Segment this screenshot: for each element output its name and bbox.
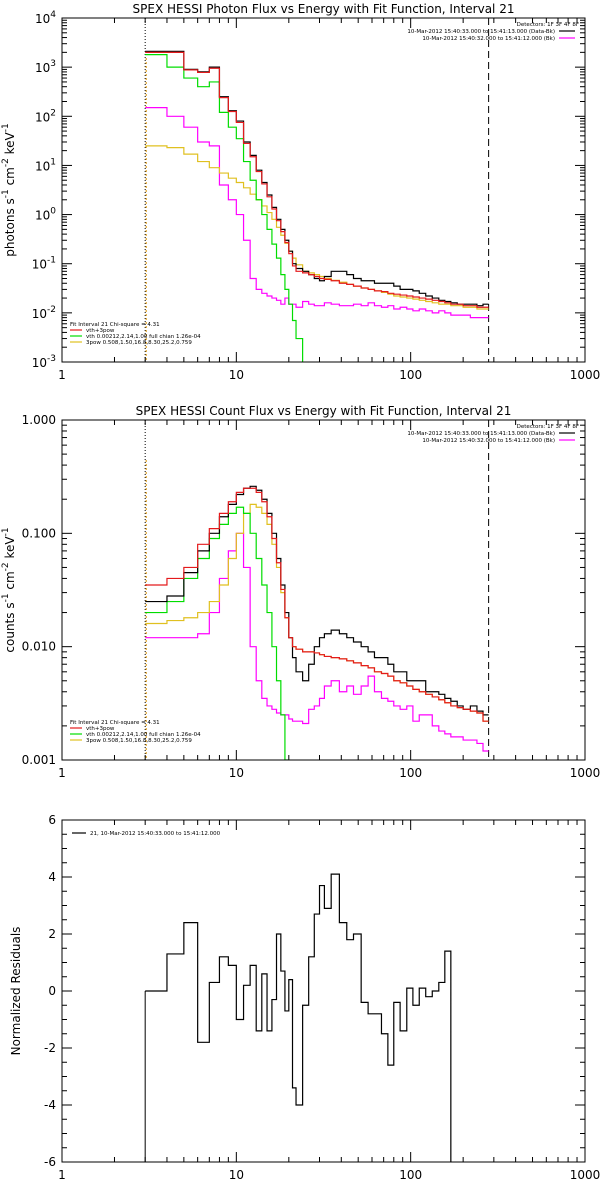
y-axis-label: photons s-1 cm-2 keV-1 bbox=[1, 123, 17, 257]
y-tick-exponent: 2 bbox=[50, 108, 56, 118]
y-axis-label-unit: keV bbox=[3, 131, 17, 158]
series-1-line bbox=[145, 51, 489, 308]
y-tick-exponent: -3 bbox=[47, 354, 56, 364]
fit-legend-entry: vth+3pow bbox=[86, 726, 115, 732]
y-axis-label-unit: cm bbox=[3, 167, 17, 189]
chart-title: SPEX HESSI Count Flux vs Energy with Fit… bbox=[136, 404, 512, 418]
legend-interval: 10-Mar-2012 15:40:33.000 to 15:41:13.000… bbox=[407, 29, 555, 35]
y-axis-label-exponent: -2 bbox=[1, 562, 11, 571]
y-tick-label: -2 bbox=[44, 1041, 56, 1055]
y-tick-label: 0.001 bbox=[22, 753, 56, 767]
y-axis-label-exponent: -1 bbox=[1, 593, 11, 602]
y-axis-label-exponent: -2 bbox=[1, 158, 11, 167]
x-tick-label: 1000 bbox=[570, 368, 600, 382]
y-tick-exponent: 4 bbox=[50, 10, 56, 20]
y-tick-label: 4 bbox=[48, 870, 56, 884]
plot-frame bbox=[61, 819, 586, 1163]
x-tick-label: 10 bbox=[229, 368, 244, 382]
y-tick-label: -6 bbox=[44, 1155, 56, 1169]
y-tick-label: 103 bbox=[35, 59, 56, 75]
y-tick-label: 10-1 bbox=[32, 256, 56, 272]
fit-legend-entry: vth+3pow bbox=[86, 328, 115, 334]
y-tick-base: 10 bbox=[32, 356, 47, 370]
y-tick-base: 10 bbox=[35, 110, 50, 124]
y-tick-base: 10 bbox=[32, 307, 47, 321]
series-4-line bbox=[145, 532, 489, 752]
series-0-line bbox=[145, 485, 489, 716]
y-tick-base: 10 bbox=[35, 12, 50, 26]
legend-entry: 21, 10-Mar-2012 15:40:33.000 to 15:41:12… bbox=[90, 831, 221, 837]
legend-interval: 10-Mar-2012 15:40:32.000 to 15:41:12.000… bbox=[422, 438, 555, 444]
x-tick-label: 10 bbox=[229, 1168, 244, 1182]
series-2-line bbox=[145, 506, 290, 760]
y-axis-label: Normalized Residuals bbox=[9, 927, 23, 1056]
y-tick-label: 101 bbox=[35, 157, 56, 173]
series-3-line bbox=[145, 145, 489, 310]
y-tick-base: 10 bbox=[35, 61, 50, 75]
y-tick-label: 0 bbox=[48, 984, 56, 998]
x-tick-label: 1000 bbox=[570, 766, 600, 780]
fit-legend-entry: 3pow 0.508,1.50,16.8,8.30,25.2,0.759 bbox=[86, 738, 192, 744]
fit-legend-title: Fit Interval 21 Chi-square = 4.31 bbox=[70, 720, 160, 726]
panel-2: 1 10 100 1000 0.001 0.010 0.100 1.000 SPEX HESSI… bbox=[1, 404, 600, 780]
y-tick-label: 10-2 bbox=[32, 305, 56, 321]
y-tick-base: 10 bbox=[32, 258, 47, 272]
legend-interval: 10-Mar-2012 15:40:32.000 to 15:41:12.000… bbox=[422, 36, 555, 42]
x-tick-label: 1 bbox=[58, 766, 66, 780]
series-4-line bbox=[145, 107, 489, 319]
y-tick-label: 2 bbox=[48, 927, 56, 941]
x-tick-label: 1000 bbox=[570, 1168, 600, 1182]
series-3-line bbox=[145, 503, 489, 722]
x-tick-label: 1 bbox=[58, 1168, 66, 1182]
panel-3: 1 10 100 1000 -6 -4 -2 0 2 4 6 Normalized Residuals… bbox=[9, 813, 600, 1182]
fit-legend-entry: vth 0.00212,2.14,1.00 full chian 1.26e-0… bbox=[86, 334, 201, 340]
y-axis-label: counts s-1 cm-2 keV-1 bbox=[1, 527, 17, 652]
y-axis-label-unit: keV bbox=[3, 536, 17, 563]
y-axis-label-main: photons s bbox=[3, 198, 17, 257]
y-tick-exponent: 0 bbox=[50, 207, 56, 217]
y-tick-label: -4 bbox=[44, 1098, 56, 1112]
series-0-line bbox=[145, 50, 489, 307]
chart-title: SPEX HESSI Photon Flux vs Energy with Fi… bbox=[133, 2, 515, 16]
x-tick-label: 100 bbox=[399, 1168, 422, 1182]
y-tick-label: 1.000 bbox=[22, 413, 56, 427]
y-tick-base: 10 bbox=[35, 159, 50, 173]
y-tick-label: 104 bbox=[35, 10, 56, 26]
y-axis-label-unit: cm bbox=[3, 571, 17, 593]
y-tick-label: 102 bbox=[35, 108, 56, 124]
y-tick-label: 10-3 bbox=[32, 354, 56, 370]
legend-interval: 10-Mar-2012 15:40:33.000 to 15:41:13.000… bbox=[407, 431, 555, 437]
x-tick-label: 100 bbox=[399, 368, 422, 382]
series-1-line bbox=[145, 487, 489, 722]
fit-legend-entry: 3pow 0.508,1.50,16.8,8.30,25.2,0.759 bbox=[86, 340, 192, 346]
y-axis-label-main: counts s bbox=[3, 602, 17, 652]
y-tick-label: 100 bbox=[35, 207, 56, 223]
x-tick-label: 100 bbox=[399, 766, 422, 780]
y-tick-exponent: 1 bbox=[50, 157, 56, 167]
y-tick-base: 10 bbox=[35, 209, 50, 223]
series-0-line bbox=[145, 873, 452, 1162]
y-tick-exponent: -1 bbox=[47, 256, 56, 266]
legend-detectors: Detectors: 1F 3F 4F 8F bbox=[517, 22, 579, 28]
y-axis-label-exponent: -1 bbox=[1, 527, 11, 536]
y-tick-exponent: -2 bbox=[47, 305, 56, 315]
plot-frame bbox=[61, 17, 586, 363]
y-tick-label: 0.100 bbox=[22, 526, 56, 540]
x-tick-label: 1 bbox=[58, 368, 66, 382]
y-tick-exponent: 3 bbox=[50, 59, 56, 69]
fit-legend-entry: vth 0.00212,2.14,1.00 full chian 1.26e-0… bbox=[86, 732, 201, 738]
y-tick-label: 6 bbox=[48, 813, 56, 827]
legend-detectors: Detectors: 1F 3F 4F 8F bbox=[517, 424, 579, 430]
series-2-line bbox=[145, 54, 304, 362]
y-tick-label: 0.010 bbox=[22, 640, 56, 654]
plot-frame bbox=[61, 419, 586, 761]
y-axis-label-exponent: -1 bbox=[1, 189, 11, 198]
x-tick-label: 10 bbox=[229, 766, 244, 780]
y-axis-label-exponent: -1 bbox=[1, 123, 11, 132]
fit-legend-title: Fit Interval 21 Chi-square = 4.31 bbox=[70, 322, 160, 328]
